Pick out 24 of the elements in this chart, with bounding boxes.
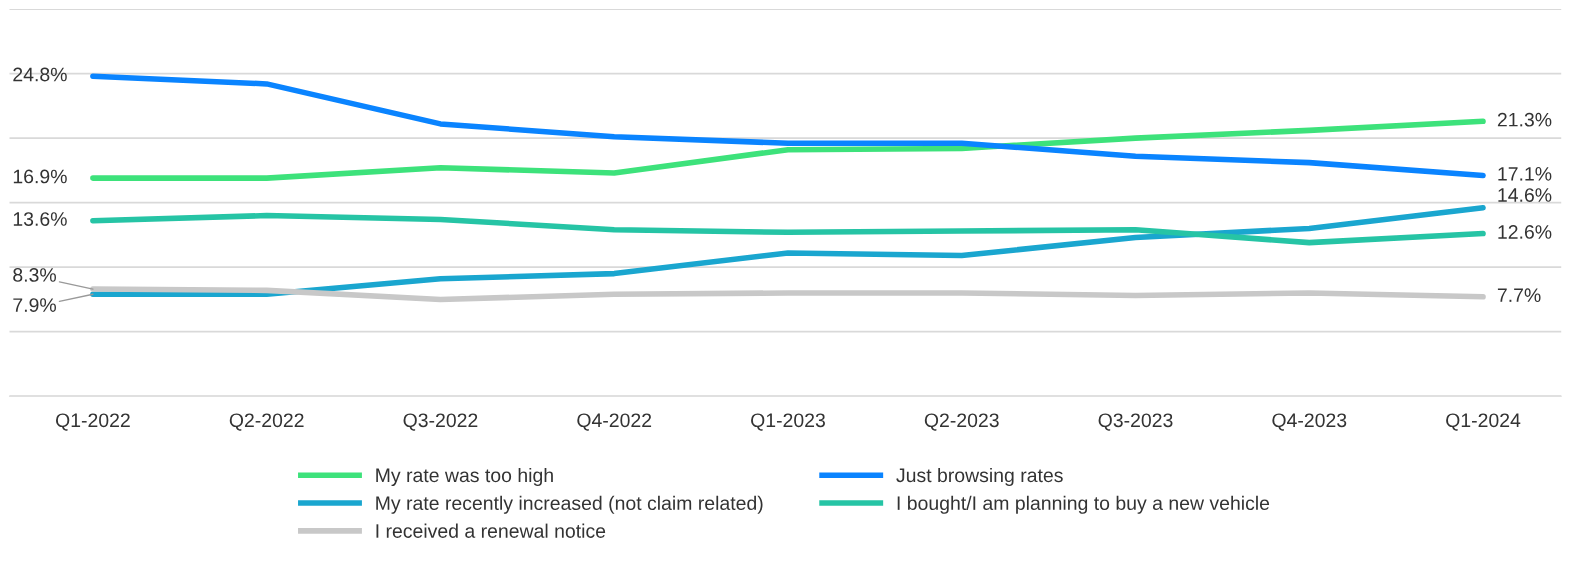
x-tick-label: Q2-2022 xyxy=(229,413,304,431)
data-label: 8.3% xyxy=(13,268,56,282)
data-label: 21.3% xyxy=(1497,112,1552,127)
legend-label: I received a renewal notice xyxy=(376,523,606,538)
x-tick-label: Q2-2023 xyxy=(924,413,999,431)
legend-label: My rate was too high xyxy=(376,467,553,487)
legend-label: My rate recently increased (not claim related) xyxy=(376,495,763,514)
legend-label: I bought/I am planning to buy a new vehicle xyxy=(897,495,1270,514)
x-tick-label: Q3-2022 xyxy=(403,413,478,431)
legend-label: Just browsing rates xyxy=(896,467,1063,487)
x-tick-label: Q1-2024 xyxy=(1446,413,1521,431)
data-label: 16.9% xyxy=(13,169,67,184)
data-label: 17.1% xyxy=(1498,167,1552,181)
x-tick-label: Q3-2023 xyxy=(1098,413,1173,431)
data-label: 14.6% xyxy=(1498,188,1552,202)
data-label: 12.6% xyxy=(1498,225,1552,239)
data-label: 7.7% xyxy=(1497,288,1541,302)
x-tick-label: Q1-2023 xyxy=(751,413,825,431)
x-tick-label: Q4-2023 xyxy=(1272,413,1347,431)
data-label: 13.6% xyxy=(13,212,67,226)
x-tick-label: Q4-2022 xyxy=(577,413,652,431)
x-tick-label: Q1-2022 xyxy=(56,413,130,431)
data-label: 7.9% xyxy=(13,298,56,312)
data-label: 24.8% xyxy=(13,67,67,82)
